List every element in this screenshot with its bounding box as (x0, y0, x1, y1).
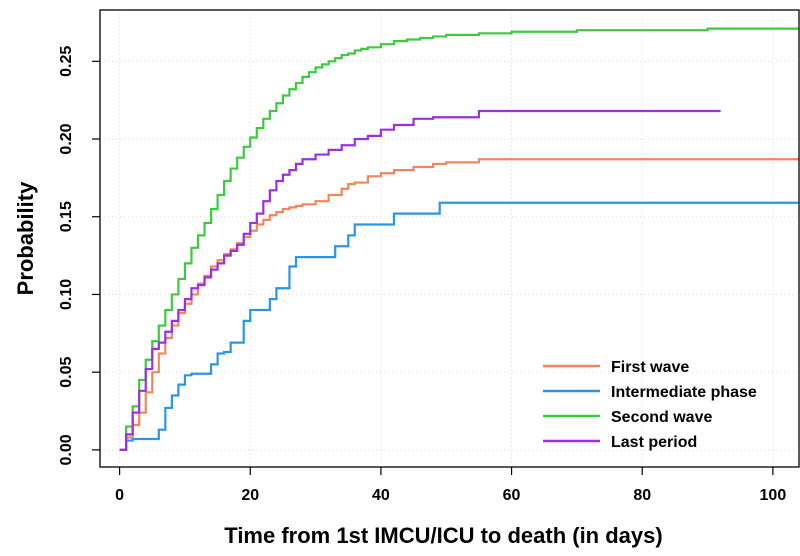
x-axis-title: Time from 1st IMCU/ICU to death (in days… (224, 523, 662, 548)
legend-label: Last period (611, 434, 697, 451)
series-line-1 (119, 201, 799, 452)
x-tick-label: 0 (115, 487, 124, 504)
series-line-2 (119, 27, 799, 452)
y-axis-title: Probability (13, 181, 38, 295)
x-axis: 0 20 40 60 80 100 (115, 467, 786, 504)
x-tick-label: 80 (633, 487, 651, 504)
legend-label: Intermediate phase (611, 384, 757, 401)
y-tick-label: 0.20 (58, 123, 75, 154)
y-tick-label: 0.00 (58, 434, 75, 465)
grid-lines (100, 10, 799, 467)
series-line-3 (119, 109, 721, 452)
y-tick-label: 0.10 (58, 279, 75, 310)
x-tick-label: 100 (760, 487, 787, 504)
y-axis: 0.00 0.05 0.10 0.15 0.20 0.25 (58, 46, 100, 465)
y-tick-label: 0.05 (58, 357, 75, 388)
y-tick-label: 0.15 (58, 201, 75, 232)
legend-label: Second wave (611, 409, 712, 426)
x-tick-label: 20 (241, 487, 259, 504)
plot-frame (99, 9, 800, 468)
legend: First wave Intermediate phase Second wave L… (543, 359, 757, 451)
y-tick-label: 0.25 (58, 46, 75, 77)
x-tick-label: 60 (503, 487, 521, 504)
series-lines (119, 27, 799, 452)
series-line-0 (119, 158, 799, 452)
x-tick-label: 40 (372, 487, 390, 504)
legend-label: First wave (611, 359, 689, 376)
